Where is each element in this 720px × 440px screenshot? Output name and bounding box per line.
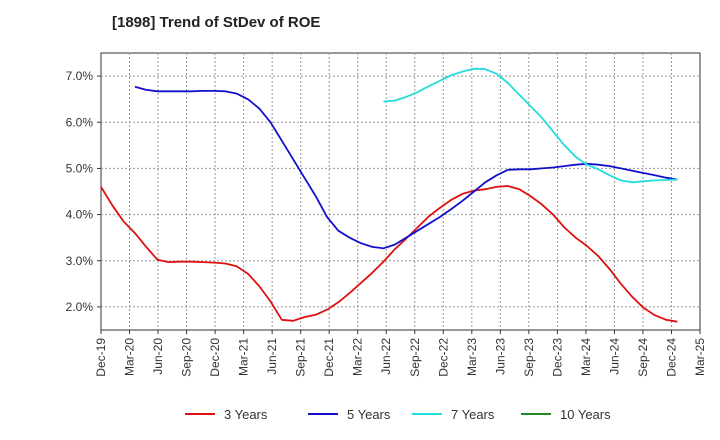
- x-tick-label: Sep-21: [294, 338, 308, 377]
- legend-label-5-years: 5 Years: [347, 407, 391, 422]
- y-tick-label: 2.0%: [66, 300, 94, 314]
- y-tick-label: 4.0%: [66, 208, 94, 222]
- series-line-7-years: [383, 67, 678, 184]
- legend: 3 Years 5 Years 7 Years 10 Years: [185, 407, 611, 422]
- x-tick-label: Sep-22: [408, 338, 422, 377]
- x-tick-label: Sep-20: [180, 338, 194, 377]
- chart-title: [1898] Trend of StDev of ROE: [112, 14, 321, 31]
- x-tick-label: Dec-24: [664, 338, 678, 377]
- plot-area: [100, 52, 701, 331]
- x-tick-label: Dec-21: [322, 338, 336, 377]
- x-tick-label: Dec-19: [94, 338, 108, 377]
- x-tick-label: Sep-24: [636, 338, 650, 377]
- y-tick-label: 3.0%: [66, 254, 94, 268]
- x-tick-label: Sep-23: [522, 338, 536, 377]
- x-tick-label: Jun-21: [265, 338, 279, 375]
- legend-label-3-years: 3 Years: [224, 407, 268, 422]
- x-tick-label: Dec-22: [436, 338, 450, 377]
- legend-label-10-years: 10 Years: [560, 407, 611, 422]
- series-line-3-years: [100, 185, 678, 323]
- y-tick-label: 5.0%: [66, 161, 94, 175]
- x-tick-label: Mar-22: [351, 338, 365, 376]
- x-tick-label: Jun-22: [379, 338, 393, 375]
- x-tick-label: Jun-24: [607, 338, 621, 375]
- x-tick-label: Dec-23: [550, 338, 564, 377]
- y-tick-label: 6.0%: [66, 115, 94, 129]
- x-tick-label: Mar-21: [237, 338, 251, 376]
- legend-label-7-years: 7 Years: [451, 407, 495, 422]
- x-tick-label: Jun-20: [151, 338, 165, 375]
- x-tick-label: Mar-25: [693, 338, 707, 376]
- series-lines: [100, 67, 678, 323]
- x-tick-label: Mar-23: [465, 338, 479, 376]
- x-tick-label: Mar-24: [579, 338, 593, 376]
- x-tick-label: Mar-20: [123, 338, 137, 376]
- x-tick-label: Dec-20: [208, 338, 222, 377]
- axes: 2.0% 3.0% 4.0% 5.0% 6.0% 7.0% Dec-19 Mar-20 Jun-…: [66, 69, 707, 377]
- y-tick-label: 7.0%: [66, 69, 94, 83]
- x-tick-label: Jun-23: [493, 338, 507, 375]
